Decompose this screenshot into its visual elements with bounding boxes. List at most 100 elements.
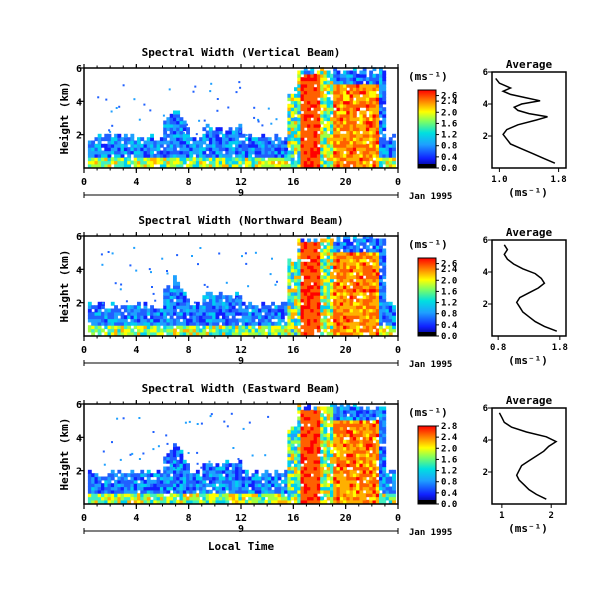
heatmap-cell bbox=[186, 325, 190, 330]
heatmap-cell bbox=[140, 315, 145, 320]
heatmap-cell bbox=[148, 268, 151, 271]
heatmap-cell bbox=[212, 150, 217, 155]
colorbar-tick-label: 2.0 bbox=[441, 444, 457, 454]
heatmap-cell bbox=[205, 321, 210, 326]
heatmap-cell bbox=[159, 486, 164, 491]
heatmap-cell bbox=[339, 143, 344, 148]
heatmap-cell bbox=[248, 315, 253, 320]
heatmap-cell bbox=[225, 160, 230, 165]
heatmap-cell bbox=[310, 331, 315, 336]
heatmap-cell bbox=[275, 118, 278, 121]
heatmap-cell bbox=[375, 449, 380, 454]
heatmap-cell bbox=[215, 137, 220, 142]
heatmap-cell bbox=[244, 311, 249, 316]
y-tick-label: 6 bbox=[76, 64, 82, 75]
heatmap-cell bbox=[297, 318, 302, 323]
heatmap-cell bbox=[352, 123, 357, 128]
heatmap-cell bbox=[375, 275, 380, 280]
heatmap-cell bbox=[179, 137, 184, 142]
heatmap-cell bbox=[169, 449, 174, 454]
heatmap-cell bbox=[359, 406, 364, 411]
heatmap-cell bbox=[205, 315, 210, 320]
heatmap-cell bbox=[254, 489, 259, 494]
heatmap-cell bbox=[186, 130, 190, 135]
heatmap-cell bbox=[194, 85, 197, 88]
heatmap-cell bbox=[362, 123, 367, 128]
heatmap-cell bbox=[248, 163, 253, 168]
heatmap-cell bbox=[248, 479, 253, 484]
heatmap-cell bbox=[300, 298, 305, 303]
heatmap-cell bbox=[369, 443, 374, 448]
heatmap-cell bbox=[212, 140, 217, 145]
heatmap-cell bbox=[349, 305, 354, 310]
heatmap-cell bbox=[179, 463, 184, 468]
heatmap-cell bbox=[248, 311, 253, 316]
heatmap-cell bbox=[382, 439, 387, 444]
heatmap-cell bbox=[123, 331, 128, 336]
heatmap-cell bbox=[212, 298, 217, 303]
heatmap-cell bbox=[326, 311, 331, 316]
heatmap-cell bbox=[287, 110, 292, 115]
heatmap-cell bbox=[186, 499, 190, 504]
heatmap-cell bbox=[264, 469, 269, 474]
heatmap-cell bbox=[303, 308, 308, 313]
heatmap-cell bbox=[231, 140, 236, 145]
heatmap-cell bbox=[162, 114, 165, 117]
heatmap-cell bbox=[349, 301, 354, 306]
heatmap-cell bbox=[313, 493, 318, 498]
heatmap-cell bbox=[222, 305, 226, 310]
heatmap-cell bbox=[235, 153, 239, 158]
heatmap-cell bbox=[166, 301, 171, 306]
heatmap-cell bbox=[352, 305, 357, 310]
heatmap-cell bbox=[362, 315, 367, 320]
heatmap-cell bbox=[300, 486, 305, 491]
heatmap-cell bbox=[189, 318, 194, 323]
heatmap-cell bbox=[316, 409, 321, 414]
heatmap-cell bbox=[343, 318, 347, 323]
heatmap-cell bbox=[107, 493, 112, 498]
heatmap-cell bbox=[362, 238, 367, 243]
x-tick-label: 0 bbox=[81, 177, 87, 188]
heatmap-cell bbox=[333, 493, 338, 498]
heatmap-cell bbox=[359, 439, 364, 444]
heatmap-cell bbox=[320, 459, 325, 464]
heatmap-cell bbox=[313, 295, 318, 300]
heatmap-cell bbox=[225, 150, 230, 155]
heatmap-cell bbox=[300, 143, 305, 148]
heatmap-cell bbox=[284, 499, 289, 504]
heatmap-cell bbox=[300, 120, 305, 125]
heatmap-cell bbox=[169, 295, 174, 300]
heatmap-cell bbox=[120, 321, 125, 326]
heatmap-cell bbox=[343, 446, 347, 451]
heatmap-cell bbox=[385, 489, 390, 494]
heatmap-cell bbox=[287, 318, 292, 323]
heatmap-cell bbox=[372, 278, 377, 283]
heatmap-cell bbox=[163, 288, 168, 293]
heatmap-cell bbox=[110, 493, 115, 498]
heatmap-cell bbox=[189, 147, 194, 152]
heatmap-cell bbox=[339, 409, 344, 414]
heatmap-cell bbox=[339, 117, 344, 122]
heatmap-cell bbox=[182, 147, 187, 152]
heatmap-cell bbox=[202, 463, 207, 468]
heatmap-cell bbox=[333, 291, 338, 296]
heatmap-cell bbox=[346, 83, 351, 88]
heatmap-cell bbox=[133, 305, 138, 310]
heatmap-cell bbox=[356, 459, 360, 464]
heatmap-cell bbox=[287, 127, 292, 132]
heatmap-cell bbox=[290, 328, 295, 333]
heatmap-cell bbox=[336, 70, 341, 75]
heatmap-cell bbox=[218, 298, 223, 303]
heatmap-cell bbox=[336, 413, 341, 418]
heatmap-cell bbox=[173, 285, 177, 290]
heatmap-cell bbox=[379, 439, 383, 444]
heatmap-cell bbox=[146, 493, 151, 498]
heatmap-cell bbox=[87, 311, 92, 316]
heatmap-cell bbox=[320, 147, 325, 152]
heatmap-cell bbox=[114, 486, 118, 491]
heatmap-cell bbox=[365, 459, 370, 464]
colorbar-unit: (ms⁻¹) bbox=[408, 406, 448, 419]
x-tick-label: 0 bbox=[395, 513, 401, 524]
heatmap-cell bbox=[280, 493, 285, 498]
heatmap-cell bbox=[297, 285, 302, 290]
